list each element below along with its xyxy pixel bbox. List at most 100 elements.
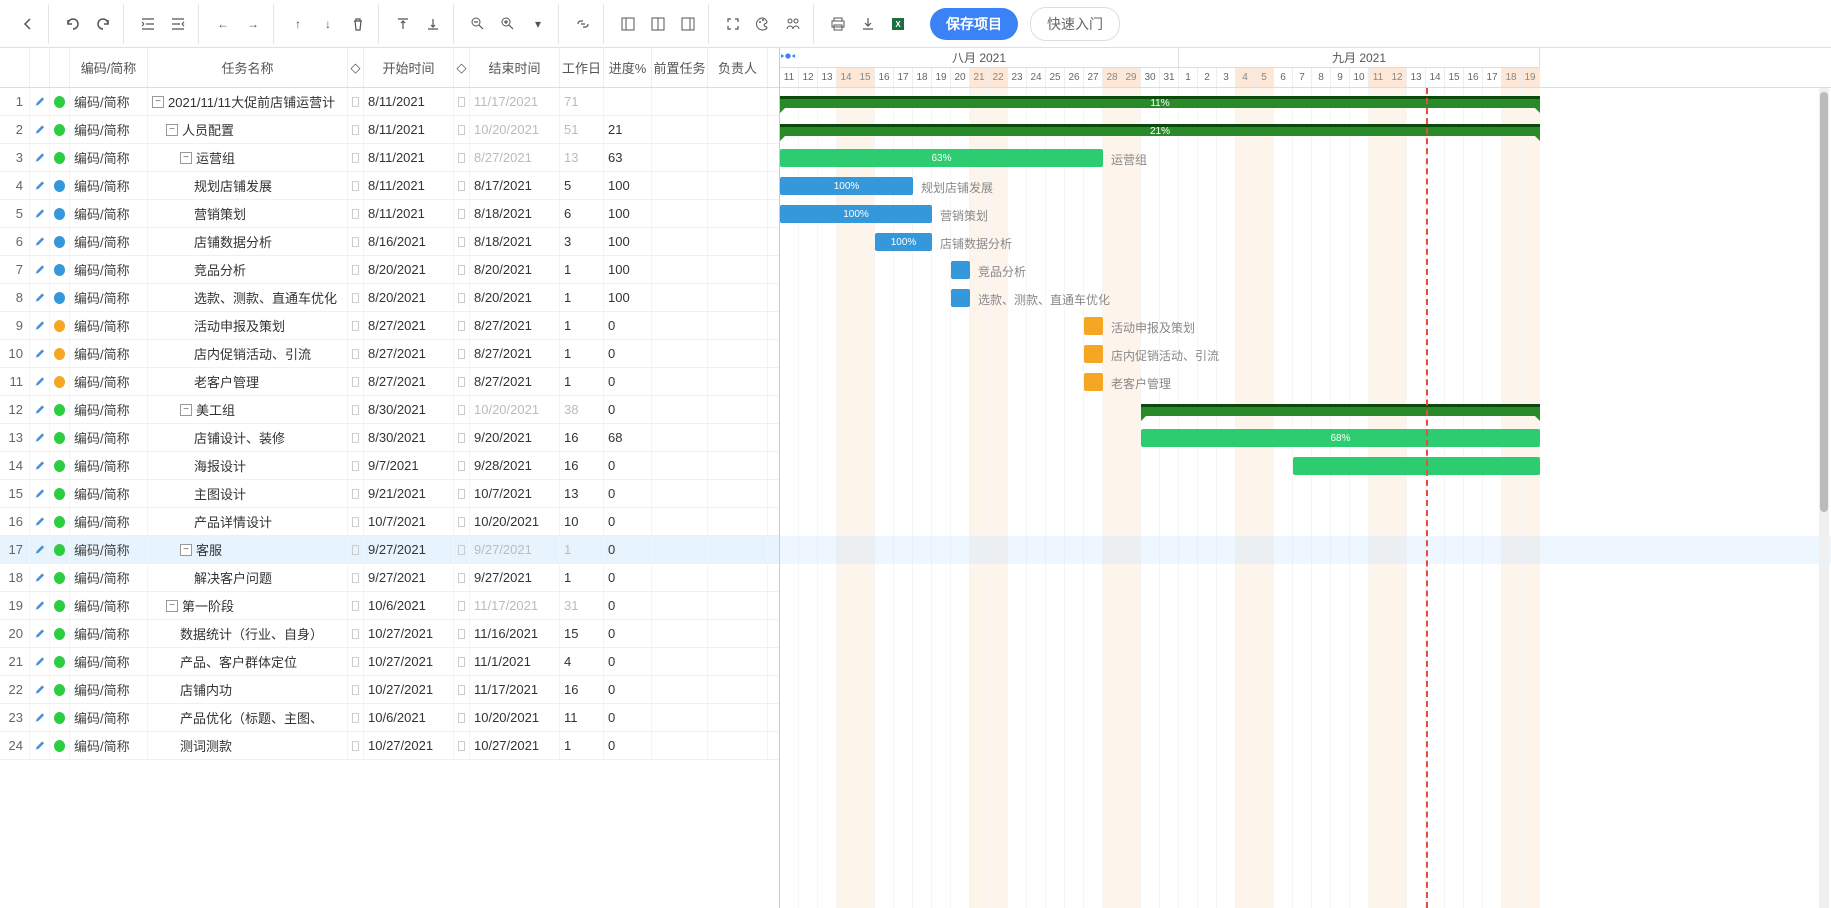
expand-icon[interactable]: −	[166, 600, 178, 612]
cell-progress[interactable]: 0	[604, 620, 652, 647]
cell-code[interactable]: 编码/简称	[70, 396, 148, 423]
link-box-icon[interactable]	[454, 172, 470, 199]
cell-name[interactable]: 产品优化（标题、主图、	[148, 704, 348, 731]
cell-end[interactable]: 10/27/2021	[470, 732, 560, 759]
cell-name[interactable]: −运营组	[148, 144, 348, 171]
cell-days[interactable]: 6	[560, 200, 604, 227]
cell-predecessor[interactable]	[652, 368, 708, 395]
link-box-icon[interactable]	[348, 592, 364, 619]
cell-name[interactable]: 店铺设计、装修	[148, 424, 348, 451]
cell-progress[interactable]: 0	[604, 564, 652, 591]
cell-owner[interactable]	[708, 508, 768, 535]
cell-days[interactable]: 13	[560, 480, 604, 507]
table-row[interactable]: 16 编码/简称 产品详情设计 10/7/2021 10/20/2021 10 …	[0, 508, 779, 536]
move-right-icon[interactable]: →	[239, 10, 267, 38]
cell-code[interactable]: 编码/简称	[70, 592, 148, 619]
cell-progress[interactable]: 100	[604, 228, 652, 255]
move-left-icon[interactable]: ←	[209, 10, 237, 38]
table-row[interactable]: 1 编码/简称 −2021/11/11大促前店铺运营计 8/11/2021 11…	[0, 88, 779, 116]
cell-end[interactable]: 8/18/2021	[470, 200, 560, 227]
col-end[interactable]: 结束时间	[470, 48, 560, 87]
cell-start[interactable]: 8/27/2021	[364, 312, 454, 339]
cell-owner[interactable]	[708, 284, 768, 311]
cell-start[interactable]: 10/27/2021	[364, 732, 454, 759]
cell-name[interactable]: 店铺内功	[148, 676, 348, 703]
cell-name[interactable]: 选款、测款、直通车优化	[148, 284, 348, 311]
cell-predecessor[interactable]	[652, 396, 708, 423]
link-box-icon[interactable]	[454, 676, 470, 703]
expand-icon[interactable]: −	[180, 152, 192, 164]
cell-progress[interactable]: 0	[604, 508, 652, 535]
layout-3-icon[interactable]	[674, 10, 702, 38]
cell-owner[interactable]	[708, 452, 768, 479]
cell-days[interactable]: 1	[560, 312, 604, 339]
link-box-icon[interactable]	[348, 676, 364, 703]
cell-days[interactable]: 3	[560, 228, 604, 255]
cell-end[interactable]: 9/20/2021	[470, 424, 560, 451]
cell-days[interactable]: 1	[560, 564, 604, 591]
table-row[interactable]: 21 编码/简称 产品、客户群体定位 10/27/2021 11/1/2021 …	[0, 648, 779, 676]
delete-icon[interactable]	[344, 10, 372, 38]
cell-start[interactable]: 8/16/2021	[364, 228, 454, 255]
cell-name[interactable]: 营销策划	[148, 200, 348, 227]
expand-icon[interactable]: −	[152, 96, 164, 108]
link-box-icon[interactable]	[454, 592, 470, 619]
cell-days[interactable]: 38	[560, 396, 604, 423]
cell-days[interactable]: 16	[560, 424, 604, 451]
cell-code[interactable]: 编码/简称	[70, 732, 148, 759]
cell-days[interactable]: 11	[560, 704, 604, 731]
edit-icon[interactable]	[30, 480, 50, 507]
link-box-icon[interactable]	[454, 704, 470, 731]
link-box-icon[interactable]	[454, 284, 470, 311]
cell-start[interactable]: 8/30/2021	[364, 424, 454, 451]
expand-icon[interactable]: −	[180, 404, 192, 416]
cell-start[interactable]: 10/7/2021	[364, 508, 454, 535]
cell-owner[interactable]	[708, 144, 768, 171]
link-box-icon[interactable]	[348, 144, 364, 171]
col-progress[interactable]: 进度%	[604, 48, 652, 87]
cell-owner[interactable]	[708, 256, 768, 283]
cell-code[interactable]: 编码/简称	[70, 200, 148, 227]
cell-name[interactable]: 数据统计（行业、自身）	[148, 620, 348, 647]
cell-name[interactable]: −客服	[148, 536, 348, 563]
cell-start[interactable]: 8/20/2021	[364, 256, 454, 283]
link-box-icon[interactable]	[454, 116, 470, 143]
edit-icon[interactable]	[30, 88, 50, 115]
edit-icon[interactable]	[30, 536, 50, 563]
cell-predecessor[interactable]	[652, 564, 708, 591]
edit-icon[interactable]	[30, 172, 50, 199]
cell-progress[interactable]: 100	[604, 284, 652, 311]
cell-owner[interactable]	[708, 396, 768, 423]
link-box-icon[interactable]	[348, 452, 364, 479]
cell-predecessor[interactable]	[652, 648, 708, 675]
cell-progress[interactable]: 63	[604, 144, 652, 171]
cell-predecessor[interactable]	[652, 340, 708, 367]
align-bottom-icon[interactable]	[419, 10, 447, 38]
link-box-icon[interactable]	[454, 396, 470, 423]
cell-name[interactable]: 店铺数据分析	[148, 228, 348, 255]
cell-owner[interactable]	[708, 228, 768, 255]
gantt-bar[interactable]: 活动申报及策划	[1084, 317, 1103, 335]
table-row[interactable]: 22 编码/简称 店铺内功 10/27/2021 11/17/2021 16 0	[0, 676, 779, 704]
cell-predecessor[interactable]	[652, 312, 708, 339]
edit-icon[interactable]	[30, 676, 50, 703]
col-code[interactable]: 编码/简称	[70, 48, 148, 87]
col-endlink-icon[interactable]: ◇	[454, 48, 470, 87]
cell-start[interactable]: 10/6/2021	[364, 704, 454, 731]
cell-name[interactable]: 活动申报及策划	[148, 312, 348, 339]
cell-name[interactable]: 主图设计	[148, 480, 348, 507]
scrollbar[interactable]	[1819, 88, 1829, 908]
edit-icon[interactable]	[30, 228, 50, 255]
gantt-bar[interactable]: 选款、测款、直通车优化	[951, 289, 970, 307]
edit-icon[interactable]	[30, 452, 50, 479]
link-box-icon[interactable]	[454, 312, 470, 339]
link-box-icon[interactable]	[348, 368, 364, 395]
cell-days[interactable]: 1	[560, 340, 604, 367]
layout-2-icon[interactable]	[644, 10, 672, 38]
cell-code[interactable]: 编码/简称	[70, 228, 148, 255]
edit-icon[interactable]	[30, 564, 50, 591]
cell-name[interactable]: 老客户管理	[148, 368, 348, 395]
cell-end[interactable]: 10/20/2021	[470, 396, 560, 423]
table-row[interactable]: 24 编码/简称 测词测款 10/27/2021 10/27/2021 1 0	[0, 732, 779, 760]
link-box-icon[interactable]	[348, 116, 364, 143]
